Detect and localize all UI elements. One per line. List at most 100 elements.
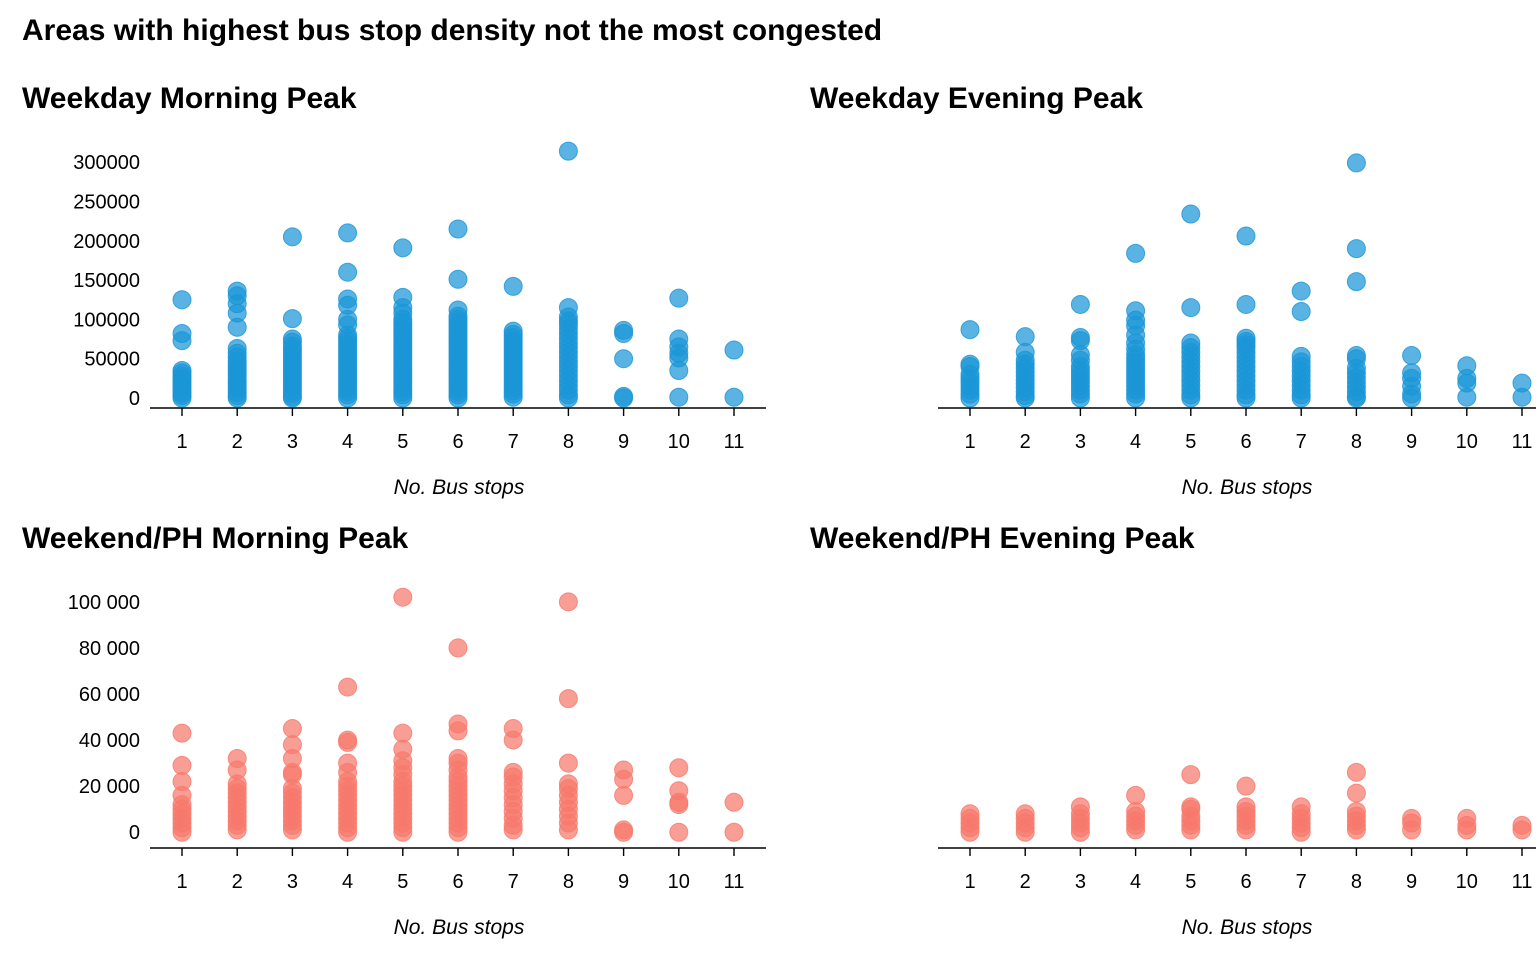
x-axis-title: No. Bus stops <box>394 916 525 939</box>
panel-weekday-evening: Weekday Evening Peak 1 2 3 4 5 6 7 8 9 10 11 No. Bu… <box>810 82 1536 522</box>
data-point <box>227 317 247 337</box>
y-tick-label: 0 <box>129 822 140 844</box>
data-point <box>448 822 468 842</box>
y-tick-label: 80 000 <box>79 638 140 660</box>
data-point <box>558 820 578 840</box>
x-tick-label: 1 <box>176 871 187 893</box>
x-tick-label: 7 <box>1296 871 1307 893</box>
data-point <box>614 769 634 789</box>
data-point <box>1070 822 1090 842</box>
data-point <box>172 388 192 408</box>
data-point <box>338 677 358 697</box>
x-tick-label: 10 <box>668 871 690 893</box>
data-point <box>448 269 468 289</box>
data-point <box>669 288 689 308</box>
panel-weekend-evening: Weekend/PH Evening Peak 1 2 3 4 5 6 7 8 9 10 11 No.… <box>810 522 1536 962</box>
data-point <box>338 822 358 842</box>
x-tick-label: 4 <box>342 431 353 453</box>
y-tick-label: 40 000 <box>79 730 140 752</box>
x-tick-label: 10 <box>1456 871 1478 893</box>
data-point <box>1346 272 1366 292</box>
x-axis-title: No. Bus stops <box>1182 476 1313 499</box>
data-point <box>1181 388 1201 408</box>
panel-title: Weekday Morning Peak <box>22 82 357 115</box>
data-point <box>1457 820 1477 840</box>
x-tick-label: 2 <box>1020 431 1031 453</box>
x-tick-label: 2 <box>232 431 243 453</box>
x-tick-label: 11 <box>724 431 745 453</box>
x-tick-label: 10 <box>668 431 690 453</box>
x-tick-label: 8 <box>563 871 574 893</box>
data-point <box>1236 776 1256 796</box>
data-point <box>614 349 634 369</box>
data-point <box>1457 387 1477 407</box>
x-tick-label: 5 <box>397 431 408 453</box>
data-point <box>1291 388 1311 408</box>
data-point <box>1346 762 1366 782</box>
x-tick-label: 11 <box>1512 431 1533 453</box>
data-point <box>669 387 689 407</box>
data-point <box>1070 388 1090 408</box>
x-tick-label: 5 <box>1185 431 1196 453</box>
panel-title: Weekend/PH Morning Peak <box>22 522 409 555</box>
scatter-chart: 0 20 000 40 000 60 000 80 000 100 000 1 2 3 4 5 6 7 8… <box>68 587 766 939</box>
panel-title: Weekday Evening Peak <box>810 82 1143 115</box>
scatter-chart: 1 2 3 4 5 6 7 8 9 10 11 No. Bus stops <box>938 153 1536 499</box>
y-tick-label: 50000 <box>84 349 140 371</box>
data-point <box>724 340 744 360</box>
x-tick-label: 4 <box>1130 871 1141 893</box>
x-tick-label: 8 <box>1351 871 1362 893</box>
x-tick-label: 1 <box>964 431 975 453</box>
x-tick-label: 9 <box>618 871 629 893</box>
data-point <box>1346 783 1366 803</box>
data-point <box>1126 388 1146 408</box>
data-point <box>282 388 302 408</box>
data-point <box>338 262 358 282</box>
data-point <box>1181 204 1201 224</box>
y-tick-label: 100 000 <box>68 592 140 614</box>
data-point <box>448 219 468 239</box>
x-tick-label: 7 <box>1296 431 1307 453</box>
data-point <box>1015 822 1035 842</box>
data-point <box>1512 387 1532 407</box>
scatter-chart: 1 2 3 4 5 6 7 8 9 10 11 No. Bus stops <box>938 762 1536 939</box>
data-point <box>1291 281 1311 301</box>
data-point <box>1181 820 1201 840</box>
data-point <box>558 141 578 161</box>
x-tick-label: 4 <box>1130 431 1141 453</box>
data-point <box>614 324 634 344</box>
data-point <box>227 820 247 840</box>
x-tick-label: 6 <box>1240 871 1251 893</box>
data-point <box>503 730 523 750</box>
x-tick-label: 10 <box>1456 431 1478 453</box>
data-point <box>558 689 578 709</box>
data-point <box>1291 822 1311 842</box>
data-point <box>1236 820 1256 840</box>
data-point <box>227 388 247 408</box>
data-point <box>393 388 413 408</box>
x-tick-label: 5 <box>397 871 408 893</box>
data-point <box>282 820 302 840</box>
x-tick-label: 8 <box>1351 431 1362 453</box>
y-tick-label: 300000 <box>73 152 140 174</box>
data-point <box>1181 298 1201 318</box>
data-point <box>393 587 413 607</box>
x-tick-label: 3 <box>1075 871 1086 893</box>
x-axis-title: No. Bus stops <box>1182 916 1313 939</box>
x-tick-label: 7 <box>508 871 519 893</box>
data-point <box>503 820 523 840</box>
x-tick-label: 2 <box>1020 871 1031 893</box>
data-point <box>1181 765 1201 785</box>
data-point <box>558 753 578 773</box>
data-point <box>172 723 192 743</box>
x-tick-label: 4 <box>342 871 353 893</box>
x-tick-label: 3 <box>287 871 298 893</box>
x-tick-label: 9 <box>1406 871 1417 893</box>
x-tick-label: 5 <box>1185 871 1196 893</box>
data-point <box>1402 820 1422 840</box>
y-tick-label: 0 <box>129 388 140 410</box>
data-point <box>172 755 192 775</box>
data-point <box>503 276 523 296</box>
data-point <box>558 388 578 408</box>
data-point <box>960 822 980 842</box>
